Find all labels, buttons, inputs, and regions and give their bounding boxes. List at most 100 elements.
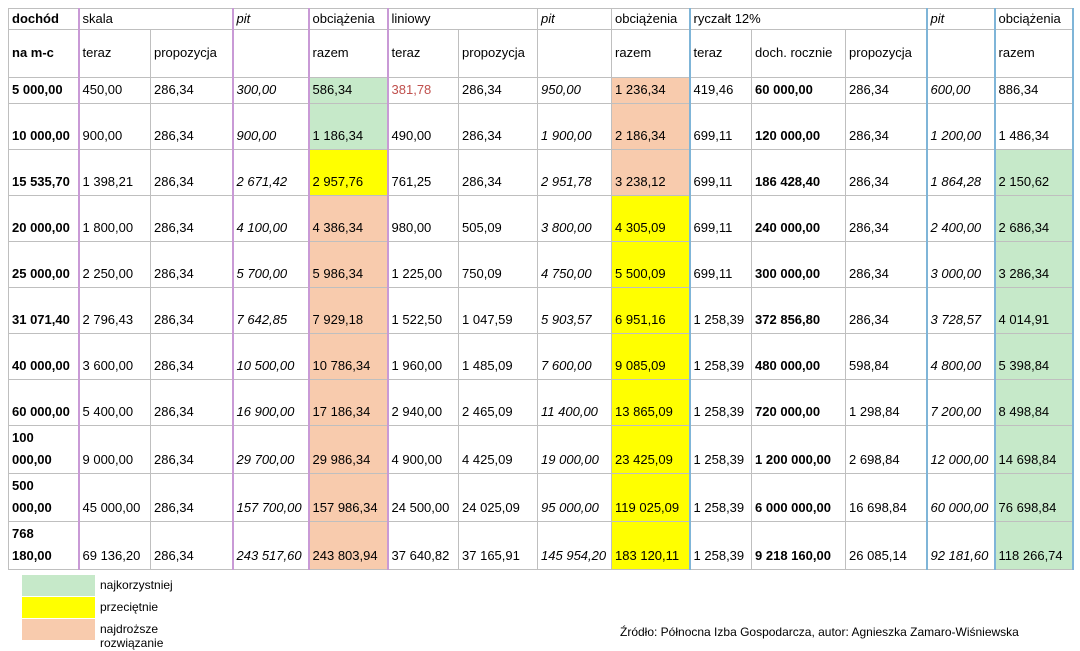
- header-cell: doch. rocznie: [751, 29, 847, 78]
- table-cell: 1 258,39: [688, 287, 753, 334]
- table-cell: 3 600,00: [77, 333, 151, 380]
- table-cell: 286,34: [458, 103, 539, 150]
- table-cell: 12 000,00: [925, 425, 996, 474]
- table-cell: 157 986,34: [307, 473, 389, 522]
- table-cell: 5 903,57: [537, 287, 613, 334]
- header-cell: propozycja: [845, 29, 928, 78]
- table-cell: 100 000,00: [8, 425, 79, 474]
- table-cell: 699,11: [688, 195, 753, 242]
- table-row: 15 535,70 1 398,21 286,34 2 671,42 2 957,76 7…: [8, 149, 1074, 196]
- table-cell: 1 486,34: [993, 103, 1074, 150]
- table-cell: 5 398,84: [993, 333, 1074, 380]
- table-cell: 2 796,43: [77, 287, 151, 334]
- table-cell: 598,84: [845, 333, 928, 380]
- table-cell: 490,00: [387, 103, 460, 150]
- table-cell: 1 258,39: [688, 473, 753, 522]
- table-cell: 92 181,60: [925, 521, 996, 570]
- header-row: dochód skala pit obciążenia liniowy pit …: [8, 8, 1074, 30]
- table-cell: 1 186,34: [307, 103, 389, 150]
- table-cell: 14 698,84: [993, 425, 1074, 474]
- table-cell: 300 000,00: [751, 241, 847, 288]
- table-cell: 1 485,09: [458, 333, 539, 380]
- table-cell: 60 000,00: [925, 473, 996, 522]
- table-cell: 60 000,00: [8, 379, 79, 426]
- table-cell: 240 000,00: [751, 195, 847, 242]
- table-cell: 69 136,20: [77, 521, 151, 570]
- table-cell: 15 535,70: [8, 149, 79, 196]
- table-cell: 2 671,42: [231, 149, 310, 196]
- table-cell: 25 000,00: [8, 241, 79, 288]
- header-cell: razem: [993, 29, 1074, 78]
- source: Źródło: Północna Izba Gospodarcza, autor…: [620, 625, 1019, 639]
- table-cell: 750,09: [458, 241, 539, 288]
- table-cell: 286,34: [149, 379, 234, 426]
- legend-label: przeciętnie: [100, 600, 159, 614]
- table-cell: 286,34: [845, 287, 928, 334]
- table-cell: 1 900,00: [537, 103, 613, 150]
- table-cell: 17 186,34: [307, 379, 389, 426]
- table-cell: 7 200,00: [925, 379, 996, 426]
- empty-cell: [231, 29, 310, 78]
- table-cell: 600,00: [925, 77, 996, 104]
- header-cell: propozycja: [458, 29, 539, 78]
- table-cell: 1 258,39: [688, 521, 753, 570]
- table-cell: 186 428,40: [751, 149, 847, 196]
- table-row: 768 180,00 69 136,20 286,34 243 517,60 243 8…: [8, 521, 1074, 570]
- table-cell: 886,34: [993, 77, 1074, 104]
- table-cell: 586,34: [307, 77, 389, 104]
- table-cell: 2 951,78: [537, 149, 613, 196]
- table-cell: 1 258,39: [688, 379, 753, 426]
- table-cell: 2 957,76: [307, 149, 389, 196]
- header-cell: teraz: [688, 29, 753, 78]
- table-cell: 10 786,34: [307, 333, 389, 380]
- table-cell: 31 071,40: [8, 287, 79, 334]
- table-cell: 26 085,14: [845, 521, 928, 570]
- table-cell: 2 940,00: [387, 379, 460, 426]
- header-cell: skala: [77, 8, 234, 30]
- header-cell: ryczałt 12%: [688, 8, 928, 30]
- table-cell: 381,78: [387, 77, 460, 104]
- table-cell: 4 425,09: [458, 425, 539, 474]
- table-cell: 5 500,09: [611, 241, 691, 288]
- table-cell: 9 218 160,00: [751, 521, 847, 570]
- table-cell: 286,34: [149, 77, 234, 104]
- table-cell: 2 250,00: [77, 241, 151, 288]
- table-row: 60 000,00 5 400,00 286,34 16 900,00 17 186,3…: [8, 379, 1074, 426]
- table-cell: 8 498,84: [993, 379, 1074, 426]
- table-cell: 900,00: [77, 103, 151, 150]
- table-cell: 1 298,84: [845, 379, 928, 426]
- table-cell: 16 698,84: [845, 473, 928, 522]
- table-cell: 23 425,09: [611, 425, 691, 474]
- table-cell: 1 398,21: [77, 149, 151, 196]
- table-cell: 1 960,00: [387, 333, 460, 380]
- legend-swatch: [22, 619, 95, 640]
- table-cell: 286,34: [149, 473, 234, 522]
- table-cell: 500 000,00: [8, 473, 79, 522]
- table-cell: 286,34: [149, 287, 234, 334]
- table-cell: 5 700,00: [231, 241, 310, 288]
- table-cell: 7 929,18: [307, 287, 389, 334]
- tax-table: dochód skala pit obciążenia liniowy pit …: [8, 8, 1074, 570]
- table-cell: 1 236,34: [611, 77, 691, 104]
- header-cell: obciążenia: [611, 8, 691, 30]
- table-cell: 3 238,12: [611, 149, 691, 196]
- table-cell: 900,00: [231, 103, 310, 150]
- table-cell: 286,34: [845, 103, 928, 150]
- table-cell: 4 750,00: [537, 241, 613, 288]
- table-cell: 37 640,82: [387, 521, 460, 570]
- table-cell: 2 698,84: [845, 425, 928, 474]
- table-cell: 419,46: [688, 77, 753, 104]
- empty-cell: [537, 29, 613, 78]
- table-cell: 20 000,00: [8, 195, 79, 242]
- header-cell: teraz: [387, 29, 460, 78]
- header-cell: liniowy: [387, 8, 539, 30]
- table-cell: 2 400,00: [925, 195, 996, 242]
- legend-swatch: [22, 575, 95, 596]
- table-cell: 286,34: [458, 149, 539, 196]
- table-cell: 699,11: [688, 241, 753, 288]
- table-cell: 720 000,00: [751, 379, 847, 426]
- table-cell: 950,00: [537, 77, 613, 104]
- table-cell: 9 000,00: [77, 425, 151, 474]
